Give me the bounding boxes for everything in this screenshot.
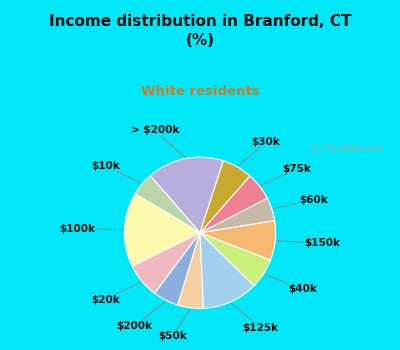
Text: ⓘ City-Data.com: ⓘ City-Data.com [312, 144, 384, 153]
Text: $200k: $200k [117, 302, 165, 331]
Wedge shape [200, 176, 267, 233]
Text: > $200k: > $200k [131, 125, 184, 157]
Wedge shape [200, 198, 275, 233]
Wedge shape [178, 233, 204, 308]
Wedge shape [200, 220, 276, 260]
Text: $125k: $125k [232, 303, 279, 333]
Text: $75k: $75k [261, 163, 311, 185]
Wedge shape [155, 233, 200, 305]
Text: $150k: $150k [277, 238, 340, 248]
Wedge shape [200, 161, 250, 233]
Text: $50k: $50k [158, 309, 190, 341]
Wedge shape [200, 233, 270, 286]
Text: $40k: $40k [265, 274, 317, 294]
Text: White residents: White residents [141, 85, 259, 98]
Wedge shape [132, 233, 200, 293]
Wedge shape [135, 176, 200, 233]
Text: $20k: $20k [91, 282, 141, 304]
Text: $100k: $100k [60, 224, 123, 233]
Wedge shape [150, 157, 223, 233]
Text: Income distribution in Branford, CT
(%): Income distribution in Branford, CT (%) [49, 14, 351, 48]
Text: $30k: $30k [238, 137, 280, 166]
Text: $60k: $60k [273, 195, 328, 209]
Text: $10k: $10k [91, 161, 141, 183]
Wedge shape [124, 194, 200, 266]
Wedge shape [200, 233, 254, 308]
